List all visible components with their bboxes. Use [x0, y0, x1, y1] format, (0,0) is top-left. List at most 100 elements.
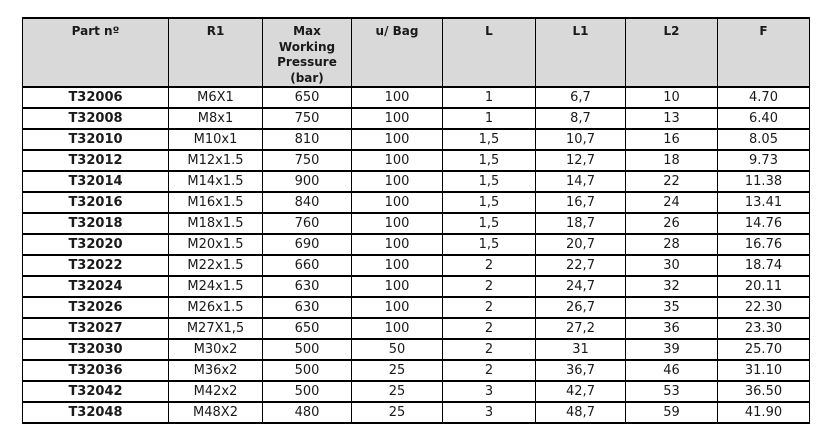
cell-l2: 24: [625, 191, 718, 215]
cell-r1: M12x1.5: [168, 149, 263, 173]
cell-max-working-pressure-bar: 500: [262, 338, 352, 362]
table-row: T32022 M22x1.5 660 100 2 22,7 30 18.74: [22, 254, 810, 278]
cell-l2: 30: [625, 254, 718, 278]
cell-u-bag: 100: [351, 128, 443, 152]
cell-r1: M42x2: [168, 380, 263, 404]
cell-l2: 18: [625, 149, 718, 173]
cell-max-working-pressure-bar: 840: [262, 191, 352, 215]
cell-r1: M16x1.5: [168, 191, 263, 215]
cell-l: 2: [442, 317, 536, 341]
cell-f: 36.50: [717, 380, 810, 404]
table-row: T32048 M48X2 480 25 3 48,7 59 41.90: [22, 401, 810, 425]
cell-u-bag: 50: [351, 338, 443, 362]
cell-max-working-pressure-bar: 900: [262, 170, 352, 194]
cell-r1: M26x1.5: [168, 296, 263, 320]
cell-r1: M27X1,5: [168, 317, 263, 341]
cell-f: 22.30: [717, 296, 810, 320]
cell-r1: M20x1.5: [168, 233, 263, 257]
cell-u-bag: 25: [351, 380, 443, 404]
cell-f: 16.76: [717, 233, 810, 257]
cell-l: 1,5: [442, 233, 536, 257]
cell-l: 1,5: [442, 191, 536, 215]
cell-l2: 16: [625, 128, 718, 152]
table-row: T32030 M30x2 500 50 2 31 39 25.70: [22, 338, 810, 362]
cell-l: 2: [442, 254, 536, 278]
cell-r1: M24x1.5: [168, 275, 263, 299]
cell-u-bag: 100: [351, 107, 443, 131]
cell-l2: 35: [625, 296, 718, 320]
cell-l1: 18,7: [535, 212, 626, 236]
header-l1: L1: [535, 16, 626, 89]
cell-l2: 59: [625, 401, 718, 425]
cell-l1: 14,7: [535, 170, 626, 194]
cell-l1: 31: [535, 338, 626, 362]
cell-f: 18.74: [717, 254, 810, 278]
cell-u-bag: 100: [351, 86, 443, 110]
cell-l: 1,5: [442, 149, 536, 173]
cell-part-no: T32010: [22, 128, 169, 152]
cell-part-no: T32016: [22, 191, 169, 215]
cell-l2: 36: [625, 317, 718, 341]
cell-u-bag: 100: [351, 254, 443, 278]
cell-l2: 39: [625, 338, 718, 362]
table-row: T32018 M18x1.5 760 100 1,5 18,7 26 14.76: [22, 212, 810, 236]
table-row: T32012 M12x1.5 750 100 1,5 12,7 18 9.73: [22, 149, 810, 173]
cell-l: 1,5: [442, 170, 536, 194]
cell-u-bag: 100: [351, 170, 443, 194]
cell-l: 1,5: [442, 212, 536, 236]
cell-l: 2: [442, 296, 536, 320]
cell-l1: 27,2: [535, 317, 626, 341]
header-part-no: Part nº: [22, 16, 169, 89]
cell-u-bag: 100: [351, 191, 443, 215]
header-l2: L2: [625, 16, 718, 89]
cell-l: 2: [442, 359, 536, 383]
cell-l2: 46: [625, 359, 718, 383]
cell-l2: 22: [625, 170, 718, 194]
header-l: L: [442, 16, 536, 89]
cell-l1: 8,7: [535, 107, 626, 131]
cell-max-working-pressure-bar: 660: [262, 254, 352, 278]
cell-l: 3: [442, 380, 536, 404]
cell-max-working-pressure-bar: 630: [262, 296, 352, 320]
cell-u-bag: 100: [351, 233, 443, 257]
table-row: T32014 M14x1.5 900 100 1,5 14,7 22 11.38: [22, 170, 810, 194]
cell-l2: 13: [625, 107, 718, 131]
cell-part-no: T32006: [22, 86, 169, 110]
table-row: T32016 M16x1.5 840 100 1,5 16,7 24 13.41: [22, 191, 810, 215]
cell-max-working-pressure-bar: 500: [262, 359, 352, 383]
cell-l1: 12,7: [535, 149, 626, 173]
cell-f: 41.90: [717, 401, 810, 425]
cell-f: 23.30: [717, 317, 810, 341]
cell-l2: 10: [625, 86, 718, 110]
cell-r1: M48X2: [168, 401, 263, 425]
cell-l1: 48,7: [535, 401, 626, 425]
cell-part-no: T32018: [22, 212, 169, 236]
cell-l: 1,5: [442, 128, 536, 152]
cell-f: 20.11: [717, 275, 810, 299]
cell-max-working-pressure-bar: 650: [262, 86, 352, 110]
cell-f: 4.70: [717, 86, 810, 110]
cell-u-bag: 100: [351, 317, 443, 341]
table-row: T32036 M36x2 500 25 2 36,7 46 31.10: [22, 359, 810, 383]
cell-r1: M36x2: [168, 359, 263, 383]
cell-f: 13.41: [717, 191, 810, 215]
cell-f: 8.05: [717, 128, 810, 152]
cell-r1: M10x1: [168, 128, 263, 152]
cell-max-working-pressure-bar: 650: [262, 317, 352, 341]
cell-u-bag: 25: [351, 401, 443, 425]
cell-f: 14.76: [717, 212, 810, 236]
cell-part-no: T32042: [22, 380, 169, 404]
header-u-bag: u/ Bag: [351, 16, 443, 89]
cell-f: 6.40: [717, 107, 810, 131]
cell-r1: M8x1: [168, 107, 263, 131]
cell-f: 31.10: [717, 359, 810, 383]
table-header: Part nº R1 Max Working Pressure (bar) u/…: [22, 16, 810, 89]
cell-l2: 26: [625, 212, 718, 236]
cell-r1: M18x1.5: [168, 212, 263, 236]
cell-part-no: T32022: [22, 254, 169, 278]
cell-l2: 53: [625, 380, 718, 404]
table-row: T32026 M26x1.5 630 100 2 26,7 35 22.30: [22, 296, 810, 320]
table-row: T32008 M8x1 750 100 1 8,7 13 6.40: [22, 107, 810, 131]
cell-f: 11.38: [717, 170, 810, 194]
